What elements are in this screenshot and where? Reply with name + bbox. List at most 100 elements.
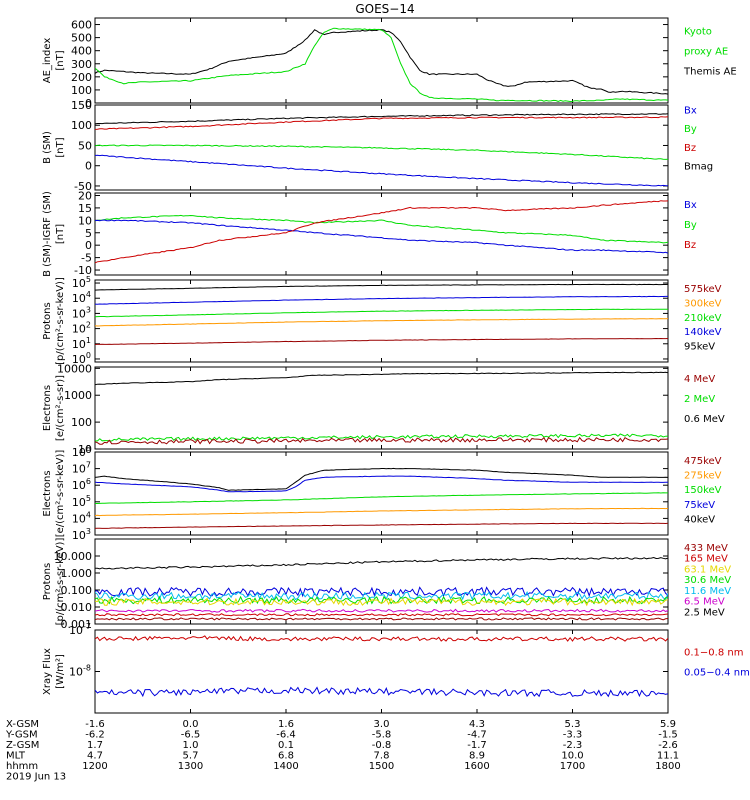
- x-row-value: -6.5: [181, 730, 201, 741]
- x-row-value: 4.7: [87, 751, 103, 762]
- x-row-value: 5.3: [565, 719, 581, 730]
- x-row-label: Y-GSM: [5, 730, 38, 741]
- y-tick-label: 0: [85, 97, 92, 110]
- legend-entry: 2.5 MeV: [684, 607, 725, 618]
- y-tick-label: 107: [72, 461, 91, 476]
- x-row-value: -5.8: [372, 730, 392, 741]
- x-row-value: 0.1: [278, 740, 294, 751]
- legend-entry: 6.5 MeV: [684, 597, 725, 608]
- x-row-value: -1.5: [658, 730, 678, 741]
- x-row-value: 7.8: [374, 751, 390, 762]
- y-axis-label: Electrons: [42, 385, 53, 431]
- date-label: 2019 Jun 13: [6, 772, 66, 783]
- series-line-blue: [95, 219, 668, 254]
- series-line-red: [95, 200, 668, 264]
- panel-frame: [94, 192, 669, 276]
- x-row-label: MLT: [6, 751, 26, 762]
- x-row-value: 0.0: [183, 719, 199, 730]
- series-group: [95, 635, 668, 698]
- series-group: [95, 556, 668, 621]
- panel-frame: [94, 629, 669, 714]
- y-tick-label: 10000: [57, 362, 92, 375]
- legend-entry: Bz: [684, 143, 696, 154]
- y-tick-label: 300: [71, 58, 92, 71]
- y-tick-label: 102: [72, 321, 91, 336]
- series-group: [95, 371, 668, 445]
- series-line-red: [95, 116, 668, 130]
- y-tick-label: 103: [72, 527, 91, 542]
- panel-bsm: 150 100 50 0 -50 B (SM) [nT] Bx By Bz Bmag: [42, 99, 713, 193]
- y-tick-label: 600: [71, 19, 92, 32]
- panel-xray: 10-7 10-8 Xray Flux [W/m²] 0.1−0.8 nm 0.05−0.…: [42, 622, 750, 714]
- y-tick-label: -50: [74, 180, 92, 193]
- x-row-value: 1200: [82, 761, 107, 772]
- y-axis-label: [nT]: [55, 137, 66, 157]
- legend-entry: 75keV: [684, 500, 715, 511]
- x-row-value: -1.7: [467, 740, 487, 751]
- y-tick-label: 0: [85, 239, 92, 252]
- legend-entry: 4 MeV: [684, 374, 715, 385]
- x-row-value: 11.1: [657, 751, 679, 762]
- legend-entry: Bx: [684, 105, 697, 116]
- x-row-value: 1400: [273, 761, 298, 772]
- y-tick-label: 400: [71, 45, 92, 58]
- series-group: [95, 283, 668, 346]
- series-group: [95, 467, 668, 529]
- x-row-value: -6.4: [276, 730, 296, 741]
- x-row-value: 1600: [464, 761, 489, 772]
- legend-entry: 140keV: [684, 327, 722, 338]
- y-tick-label: 10: [78, 214, 92, 227]
- y-tick-label: 15: [78, 202, 92, 215]
- legend-entry: 11.6 MeV: [684, 586, 731, 597]
- series-line-orange: [95, 318, 668, 327]
- legend-entry: 275keV: [684, 471, 722, 482]
- x-row-value: 5.9: [660, 719, 676, 730]
- y-tick-label: 100: [71, 119, 92, 132]
- legend-entry: 210keV: [684, 313, 722, 324]
- y-tick-label: 0: [85, 160, 92, 173]
- series-line-blue: [95, 154, 668, 187]
- y-tick-label: 0.001: [61, 618, 93, 631]
- series-line-magenta: [95, 608, 668, 613]
- x-row-value: 1.0: [183, 740, 199, 751]
- series-line-green: [95, 144, 668, 160]
- series-line-blue: [95, 295, 668, 305]
- x-row-value: 6.8: [278, 751, 294, 762]
- y-tick-label: -5: [81, 252, 92, 265]
- y-tick-label: 1000: [64, 389, 92, 402]
- y-tick-label: 101: [72, 336, 91, 351]
- y-axis-label: [p/(cm²-s-sr-keV)]: [55, 538, 66, 626]
- series-line-green: [95, 492, 668, 504]
- y-axis-label: B (SM): [42, 131, 53, 164]
- y-tick-label: 108: [72, 444, 91, 459]
- legend-entry: Bx: [684, 200, 697, 211]
- x-row-value: -2.6: [658, 740, 678, 751]
- legend-entry: 433 MeV: [684, 543, 728, 554]
- series-line-red: [95, 613, 668, 617]
- legend-entry: Kyoto: [684, 27, 712, 38]
- series-line-black: [95, 467, 668, 491]
- series-line-green: [95, 27, 668, 103]
- legend-entry: 475keV: [684, 456, 722, 467]
- figure-title: GOES−14: [355, 2, 414, 16]
- x-row-label: X-GSM: [6, 719, 39, 730]
- y-tick-label: 0.100: [61, 584, 93, 597]
- legend-entry: By: [684, 220, 697, 231]
- y-tick-label: 100: [72, 351, 91, 366]
- x-row-value: 1800: [655, 761, 680, 772]
- panel-protons_high: 10.000 1.000 0.100 0.010 0.001 Protons [p/(cm²…: [42, 538, 731, 631]
- y-tick-label: 106: [72, 477, 91, 492]
- x-row-label: Z-GSM: [6, 740, 39, 751]
- y-axis-label: [p/(cm²-s-sr-keV)]: [55, 277, 66, 365]
- y-axis-label: [e/(cm²-s-sr-keV)]: [55, 450, 66, 538]
- legend-entry: 575keV: [684, 284, 722, 295]
- y-tick-label: 10.000: [54, 550, 93, 563]
- legend-entry: 95keV: [684, 342, 715, 353]
- y-axis-label: [W/m²]: [55, 654, 66, 689]
- legend-entry: 0.6 MeV: [684, 414, 725, 425]
- x-row-value: -1.6: [85, 719, 105, 730]
- y-axis-label: [nT]: [55, 50, 66, 70]
- x-row-value: -4.7: [467, 730, 487, 741]
- x-row-value: -2.3: [563, 740, 583, 751]
